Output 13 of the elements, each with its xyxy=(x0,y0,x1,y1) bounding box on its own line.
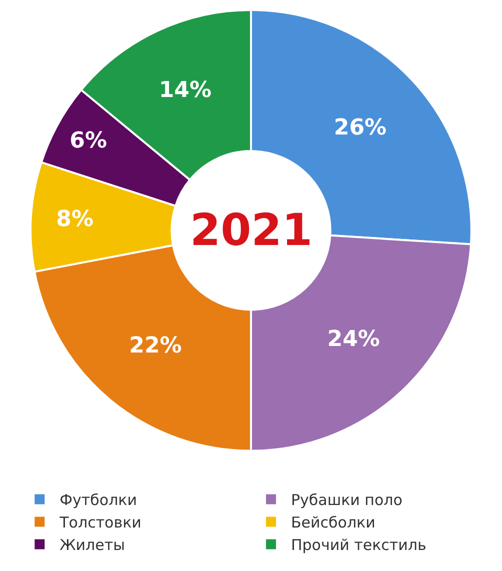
data-label: 24% xyxy=(327,327,380,352)
data-label: 14% xyxy=(158,78,212,104)
legend-label: Толстовки xyxy=(58,514,142,532)
data-label: 8% xyxy=(56,206,94,232)
text: 2021 xyxy=(190,205,312,256)
legend-label: Футболки xyxy=(60,491,137,510)
legend-label: Рубашки поло xyxy=(291,491,402,510)
data-label: 6% xyxy=(70,128,108,154)
data-label: 22% xyxy=(129,333,182,358)
legend-label: Жилеты xyxy=(60,536,125,554)
legend-label: Прочий текстиль xyxy=(291,536,426,554)
legend-label: Бейсболки xyxy=(291,514,376,532)
data-label: 26% xyxy=(334,115,387,140)
